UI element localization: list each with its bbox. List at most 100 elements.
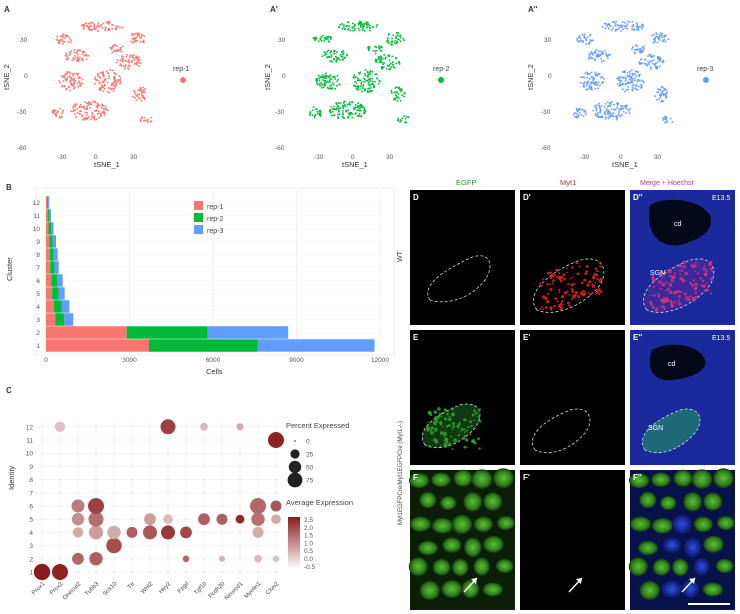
tsne-point — [80, 105, 83, 108]
tsne-point — [574, 116, 576, 118]
tsne-point — [324, 81, 327, 84]
tsne-point — [143, 97, 146, 100]
tsne-point — [314, 108, 317, 110]
tsne-point — [101, 72, 104, 75]
tsne-point — [665, 118, 667, 121]
tsne-point — [347, 117, 349, 119]
dot — [252, 526, 264, 538]
tsne-point — [589, 87, 592, 90]
merge-cell — [671, 276, 674, 278]
tsne-point — [53, 109, 56, 111]
y-tick: 6 — [29, 504, 33, 511]
tsne-cloud — [51, 21, 153, 124]
tsne-point — [632, 46, 634, 48]
dot — [59, 505, 61, 507]
tsne-point — [133, 39, 135, 41]
tsne-point — [609, 116, 611, 118]
dot — [143, 525, 157, 540]
tsne-point — [585, 39, 588, 42]
red-cell — [587, 292, 590, 294]
tsne-point — [355, 82, 358, 85]
tsne-point — [114, 80, 116, 82]
tsne-point — [333, 52, 335, 55]
tsne-point — [587, 82, 589, 84]
tsne-point — [634, 52, 636, 54]
tsne-point — [309, 114, 311, 116]
tsne-point — [348, 101, 351, 103]
bar — [46, 274, 52, 287]
tsne-point — [331, 60, 333, 63]
tsne-point — [616, 24, 618, 26]
tsne-point — [65, 57, 68, 60]
tsne-point — [122, 56, 125, 58]
tsne-point — [586, 77, 588, 79]
tsne-point — [318, 112, 321, 115]
dot — [160, 419, 176, 435]
green-cell — [430, 429, 432, 432]
tsne-point — [349, 29, 351, 32]
tsne-point — [604, 49, 606, 52]
merge-cell — [710, 277, 713, 281]
dot — [95, 491, 97, 494]
tsne-point — [658, 58, 661, 61]
egfp-cell — [464, 537, 482, 558]
tsne-point — [339, 59, 341, 61]
dot — [221, 439, 223, 441]
dot — [131, 452, 133, 455]
tsne-point — [68, 71, 70, 73]
tsne-point — [103, 114, 106, 117]
tsne-point — [595, 109, 598, 112]
tsne-point — [387, 33, 390, 36]
tsne-point — [626, 71, 629, 74]
tsne-point — [337, 102, 340, 104]
tsne-point — [373, 85, 375, 88]
tsne-point — [588, 55, 591, 57]
tsne-point — [67, 57, 69, 60]
tsne-point — [399, 40, 402, 43]
tsne-point — [367, 72, 370, 75]
dot — [131, 478, 133, 481]
tsne-point — [324, 36, 326, 39]
dot — [257, 544, 259, 547]
tsne-point — [96, 112, 99, 115]
tsne-point — [600, 58, 603, 60]
green-cell — [443, 417, 448, 421]
tsne-point — [133, 40, 135, 43]
tsne-point — [620, 24, 623, 26]
tsne-point — [354, 81, 356, 83]
tsne-point — [657, 58, 660, 61]
tsne-point — [383, 54, 385, 56]
tsne-point — [335, 102, 337, 104]
y-tick: 4 — [29, 530, 33, 537]
tsne-point — [143, 35, 145, 38]
tsne-point — [353, 84, 355, 87]
tsne-point — [379, 49, 382, 52]
tsne-point — [366, 90, 369, 92]
tsne-point — [97, 110, 100, 112]
tsne-point — [96, 102, 99, 104]
tsne-point — [330, 105, 332, 108]
bar — [46, 222, 49, 235]
tsne-point — [88, 26, 91, 28]
tsne-point — [93, 26, 96, 29]
tsne-point — [655, 98, 658, 101]
tsne-point — [83, 54, 86, 57]
dot — [182, 555, 190, 563]
tsne-point — [618, 26, 621, 28]
tsne-point — [337, 116, 339, 119]
tsne-point — [369, 80, 372, 82]
bar — [46, 300, 54, 313]
dot — [149, 439, 151, 441]
tsne-point — [72, 105, 74, 108]
green-cell — [463, 434, 467, 438]
red-cell — [577, 295, 581, 299]
x-tick: Fzgd — [177, 581, 191, 595]
tsne-point — [143, 91, 145, 94]
tsne-point — [631, 74, 634, 77]
tsne-point — [362, 105, 364, 108]
tsne-point — [136, 63, 138, 65]
tsne-point — [73, 72, 76, 75]
tsne-point — [616, 102, 618, 104]
